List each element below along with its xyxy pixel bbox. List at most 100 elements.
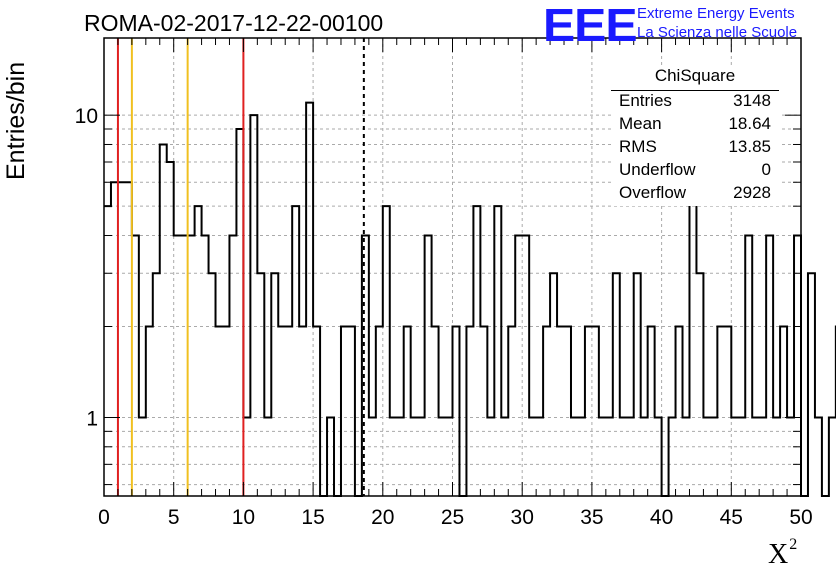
histogram-bin (522, 235, 529, 496)
x-axis-label-sup: 2 (789, 536, 798, 553)
histogram-bin (292, 206, 299, 496)
histogram-bin (313, 326, 320, 496)
histogram-bin (606, 418, 613, 496)
stats-value: 3148 (733, 91, 771, 110)
x-axis-label-base: X (768, 539, 789, 570)
stats-label: Underflow (619, 160, 696, 179)
histogram-bin (543, 326, 550, 496)
histogram-bin (766, 235, 773, 496)
page-title: ROMA-02-2017-12-22-00100 (84, 10, 384, 36)
histogram-bin (738, 418, 745, 496)
histogram-bin (411, 418, 418, 496)
histogram-bin (501, 418, 508, 496)
histogram-bin (446, 418, 453, 496)
histogram-bin (676, 326, 683, 496)
stats-row-entries: Entries 3148 (611, 91, 779, 114)
histogram-bin (536, 418, 543, 496)
stats-label: RMS (619, 137, 657, 156)
histogram-bin (787, 418, 794, 496)
histogram-bin (453, 326, 460, 496)
histogram-bin (627, 418, 634, 496)
histogram-bin (641, 418, 648, 496)
tick-labels: 0 5 10 15 20 25 30 35 40 45 50 1 10 (75, 105, 813, 529)
histogram-bin (229, 235, 236, 496)
histogram-bin (515, 235, 522, 496)
histogram-bin (710, 418, 717, 496)
histogram-bin (118, 182, 125, 496)
histogram-bin (564, 326, 571, 496)
histogram-bin (111, 182, 118, 496)
histogram-bin (648, 326, 655, 496)
histogram-bin (634, 273, 641, 496)
histogram-bin (285, 326, 292, 496)
histogram-bin (125, 182, 132, 496)
logo-line-1: Extreme Energy Events (637, 5, 795, 22)
stats-row-mean: Mean 18.64 (611, 114, 779, 137)
histogram-bin (271, 273, 278, 496)
y-tick-label: 1 (86, 408, 98, 431)
histogram-bin (724, 326, 731, 496)
histogram-bin (759, 418, 766, 496)
x-tick-label: 30 (511, 506, 534, 529)
histogram-bin (557, 326, 564, 496)
histogram-bin (592, 326, 599, 496)
x-axis-label: X2 (768, 536, 797, 571)
x-tick-label: 15 (301, 506, 324, 529)
histogram-bin (306, 103, 313, 496)
histogram-bin (222, 326, 229, 496)
histogram-bin (383, 206, 390, 496)
histogram-bin (780, 326, 787, 496)
stats-label: Entries (619, 91, 672, 110)
histogram-bin (696, 273, 703, 496)
logo-line-2: La Scienza nelle Scuole (637, 24, 798, 41)
histogram-bin (550, 273, 557, 496)
histogram-bin (473, 206, 480, 496)
histogram-bin (202, 235, 209, 496)
histogram-bin (390, 418, 397, 496)
histogram-bin (153, 273, 160, 496)
histogram-bin (174, 235, 181, 496)
reference-lines (116, 38, 365, 496)
histogram-bin (243, 418, 250, 496)
histogram-bin (264, 418, 271, 496)
x-tick-label: 45 (720, 506, 743, 529)
histogram-bin (466, 326, 473, 496)
histogram-bin (236, 129, 243, 496)
histogram-bin (717, 326, 724, 496)
x-tick-label: 10 (232, 506, 255, 529)
histogram-bin (216, 326, 223, 496)
histogram-bin (160, 144, 167, 496)
stats-value: 13.85 (728, 137, 771, 156)
histogram-bin (432, 326, 439, 496)
stats-label: Overflow (619, 183, 687, 202)
histogram-bin (369, 418, 376, 496)
histogram-bin (132, 235, 139, 496)
histogram-bin (146, 326, 153, 496)
histogram-bin (773, 418, 780, 496)
histogram-bin (404, 326, 411, 496)
histogram-bin (327, 418, 334, 496)
histogram-bin (669, 418, 676, 496)
x-tick-label: 0 (98, 506, 110, 529)
x-tick-label: 20 (371, 506, 394, 529)
histogram-bin (376, 326, 383, 496)
histogram-bin (181, 235, 188, 496)
histogram-bin (571, 418, 578, 496)
histogram-bin (613, 273, 620, 496)
histogram-bin (439, 418, 446, 496)
histogram-bin (299, 326, 306, 496)
y-axis-label: Entries/bin (2, 61, 30, 180)
x-tick-label: 50 (789, 506, 812, 529)
histogram-bin (578, 418, 585, 496)
histogram-bin (655, 418, 662, 496)
histogram-bin (341, 326, 348, 496)
stats-row-overflow: Overflow 2928 (611, 183, 779, 206)
histogram-bin (703, 418, 710, 496)
histogram-bin (250, 115, 257, 496)
histogram-bin (195, 206, 202, 496)
histogram-bin (139, 418, 146, 496)
histogram-bin (257, 273, 264, 496)
stats-box: ChiSquare Entries 3148 Mean 18.64 RMS 13… (611, 66, 779, 206)
x-tick-label: 25 (441, 506, 464, 529)
axes (103, 37, 802, 497)
